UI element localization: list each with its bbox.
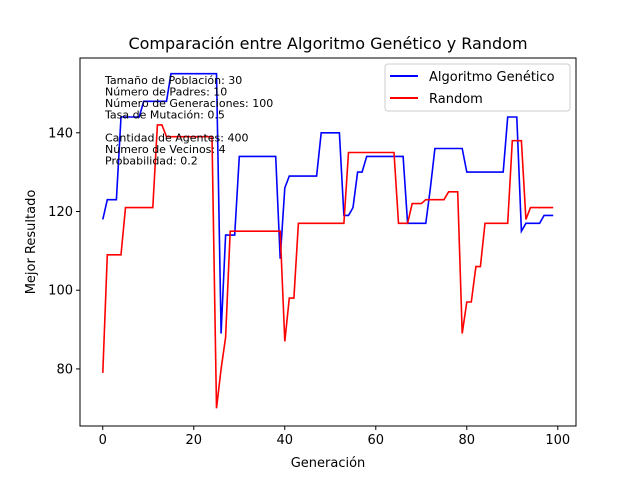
y-tick-label: 100 bbox=[48, 284, 73, 299]
y-axis-title: Mejor Resultado bbox=[24, 190, 39, 295]
info-line: Número de Padres: 10 bbox=[105, 86, 227, 99]
info-line: Número de Generaciones: 100 bbox=[105, 97, 273, 110]
y-axis: 80 100 120 140 bbox=[48, 126, 80, 377]
legend-frame bbox=[384, 63, 571, 112]
info-line: Número de Vecinos: 4 bbox=[105, 143, 226, 156]
plot-lines bbox=[102, 72, 554, 409]
info-line: Tamaño de Población: 30 bbox=[104, 74, 242, 87]
y-tick-label: 120 bbox=[48, 205, 73, 220]
series-line-1 bbox=[102, 124, 554, 409]
y-tick-label: 80 bbox=[56, 362, 73, 377]
legend-label-genetico: Algoritmo Genético bbox=[429, 70, 555, 85]
info-line: Probabilidad: 0.2 bbox=[105, 155, 198, 168]
x-tick-label: 20 bbox=[185, 433, 202, 448]
info-line: Cantidad de Agentes: 400 bbox=[105, 132, 248, 145]
y-tick-label: 140 bbox=[48, 126, 73, 141]
chart-title: Comparación entre Algoritmo Genético y R… bbox=[128, 34, 527, 53]
x-axis: 0 20 40 60 80 100 bbox=[99, 426, 570, 448]
x-tick-label: 100 bbox=[545, 433, 570, 448]
series-line-0 bbox=[102, 72, 554, 334]
x-tick-label: 40 bbox=[276, 433, 293, 448]
legend-label-random: Random bbox=[429, 92, 483, 107]
info-line: Tasa de Mutación: 0.5 bbox=[104, 109, 225, 122]
plot-area bbox=[79, 57, 577, 427]
legend: Algoritmo Genético Random bbox=[384, 63, 571, 112]
x-tick-label: 0 bbox=[99, 433, 107, 448]
x-tick-label: 60 bbox=[368, 433, 385, 448]
x-axis-title: Generación bbox=[291, 456, 366, 471]
x-tick-label: 80 bbox=[459, 433, 476, 448]
